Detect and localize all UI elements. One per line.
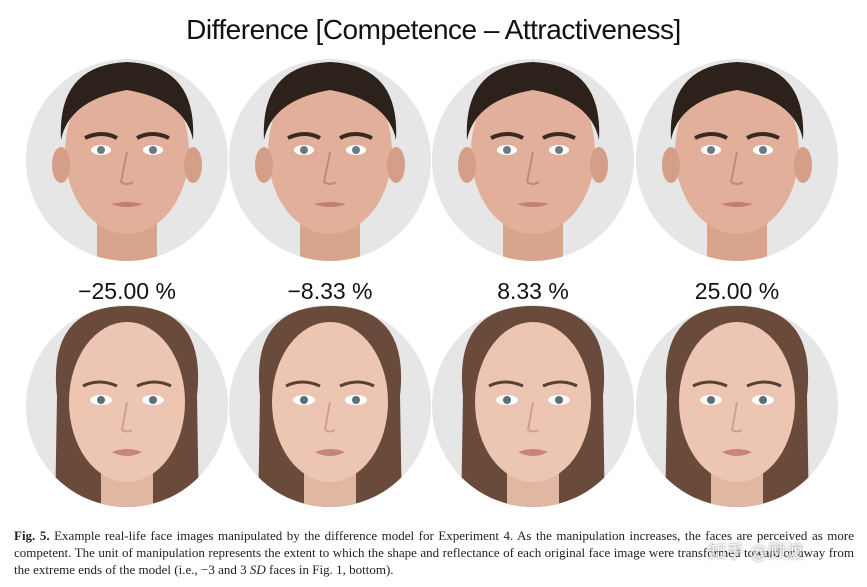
face-male — [220, 50, 440, 280]
manipulation-label: −25.00 % — [78, 278, 176, 304]
caption: Fig. 5. Example real-life face images ma… — [14, 527, 854, 578]
face-male — [627, 50, 847, 280]
face-female — [627, 296, 847, 526]
face-female — [220, 296, 440, 526]
manipulation-label: 8.33 % — [497, 278, 569, 304]
face-female — [17, 296, 237, 526]
face-male — [423, 50, 643, 280]
manipulation-label: −8.33 % — [287, 278, 373, 304]
face-female — [423, 296, 643, 526]
caption-text: Example real-life face images manipulate… — [14, 528, 855, 577]
caption-label: Fig. 5. — [14, 528, 50, 543]
watermark: 知乎 @顾渡 — [708, 542, 804, 563]
manipulation-label: 25.00 % — [694, 278, 780, 304]
face-male — [17, 50, 237, 280]
figure-title: Difference [Competence – Attractiveness] — [186, 14, 681, 45]
caption-text: faces in Fig. 1, bottom). — [268, 562, 394, 577]
caption-italic: SD — [249, 562, 266, 577]
